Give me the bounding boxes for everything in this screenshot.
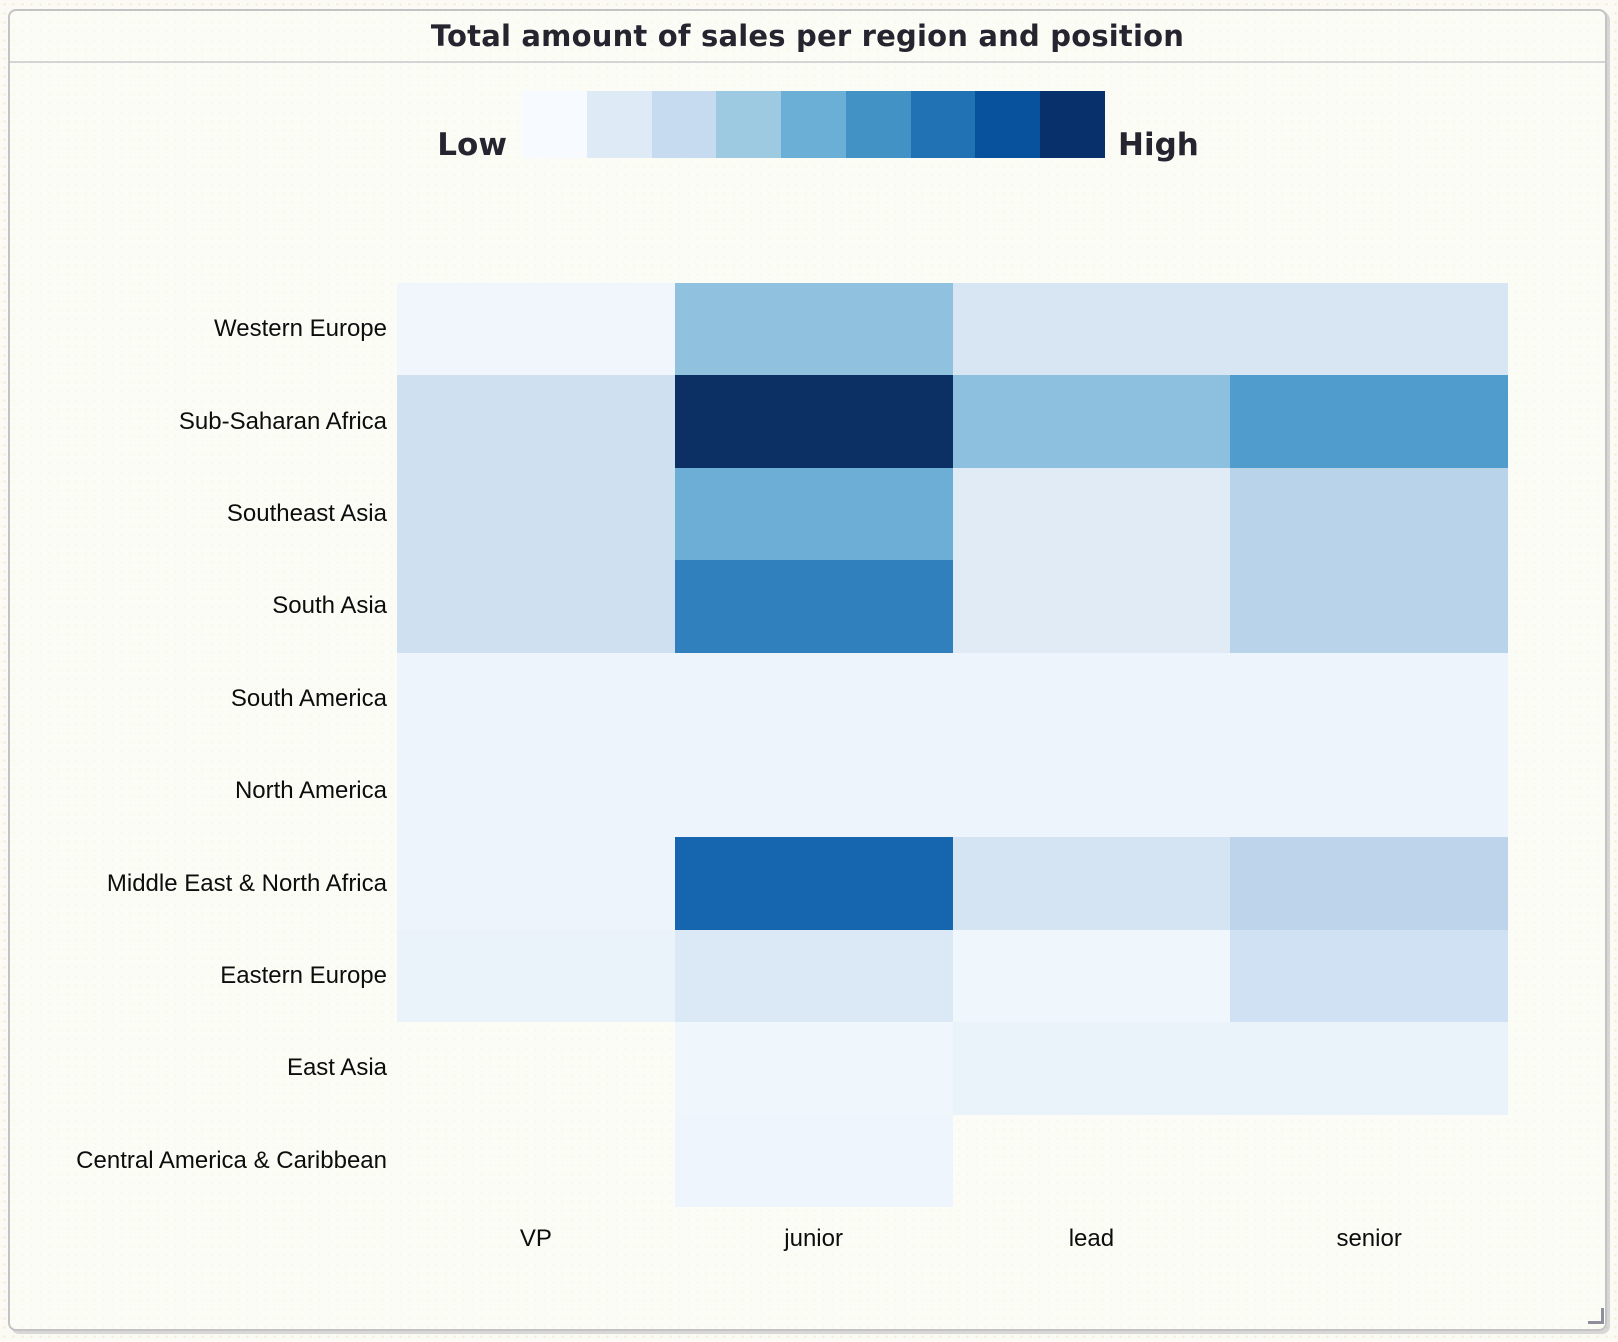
heatmap-grid (397, 283, 1508, 1207)
heatmap-cell[interactable] (674, 745, 953, 838)
heatmap-cell[interactable] (397, 745, 675, 838)
heatmap-cell[interactable] (1230, 652, 1508, 745)
heatmap-cell[interactable] (674, 929, 953, 1023)
heatmap-cell[interactable] (952, 745, 1231, 838)
legend-swatch (845, 91, 911, 158)
legend-swatch (586, 91, 652, 158)
heatmap-cell[interactable] (397, 560, 675, 653)
y-axis-label: Southeast Asia (226, 500, 387, 528)
legend-low-label: Low (437, 127, 507, 163)
y-axis-label: Central America & Caribbean (76, 1146, 387, 1174)
heatmap-cell[interactable] (952, 283, 1231, 376)
heatmap-cell[interactable] (952, 1022, 1231, 1115)
heatmap-cell[interactable] (1230, 560, 1508, 653)
legend-high-label: High (1118, 127, 1199, 163)
heatmap-cell (397, 1115, 675, 1207)
legend-swatch (975, 91, 1041, 158)
heatmap-cell[interactable] (1230, 467, 1508, 561)
heatmap-cell[interactable] (952, 652, 1231, 745)
heatmap-cell (397, 1022, 675, 1114)
legend-swatch (910, 91, 976, 158)
heatmap-cell[interactable] (674, 560, 953, 653)
heatmap-cell[interactable] (952, 467, 1231, 561)
y-axis-label: South Asia (272, 592, 387, 620)
heatmap-cell[interactable] (674, 375, 953, 468)
heatmap-cell[interactable] (674, 1114, 953, 1207)
y-axis-labels: Western Europe Sub-Saharan Africa Southeas… (10, 283, 387, 1207)
legend-swatch (716, 91, 782, 158)
heatmap-cell[interactable] (952, 375, 1231, 468)
y-axis-label: Eastern Europe (220, 962, 387, 990)
resize-handle[interactable] (1588, 1308, 1604, 1324)
heatmap-cell[interactable] (397, 467, 675, 561)
heatmap-cell[interactable] (397, 375, 675, 468)
heatmap-cell[interactable] (674, 283, 953, 376)
y-axis-label: East Asia (286, 1054, 387, 1082)
x-axis-label: lead (1068, 1225, 1115, 1252)
y-axis-label: South America (230, 684, 387, 712)
x-axis-label: senior (1336, 1225, 1402, 1252)
heatmap-cell[interactable] (1230, 929, 1508, 1023)
heatmap-cell[interactable] (952, 837, 1231, 930)
heatmap-cell[interactable] (1230, 745, 1508, 838)
heatmap-cell[interactable] (674, 837, 953, 930)
legend-swatch (1040, 91, 1106, 158)
x-axis-label: VP (519, 1225, 552, 1252)
heatmap-cell (1230, 1115, 1508, 1207)
y-axis-label: Western Europe (214, 315, 387, 343)
legend-swatch (522, 91, 587, 158)
heatmap-cell[interactable] (1230, 837, 1508, 930)
legend-swatch (651, 91, 717, 158)
heatmap-cell[interactable] (1230, 1022, 1508, 1115)
heatmap-cell[interactable] (674, 1022, 953, 1115)
heatmap-cell[interactable] (397, 837, 675, 930)
heatmap-cell[interactable] (397, 929, 675, 1023)
legend-swatch (781, 91, 846, 158)
x-axis-labels: VP junior lead senior (397, 1219, 1508, 1259)
heatmap-cell[interactable] (952, 929, 1231, 1023)
heatmap-cell[interactable] (674, 467, 953, 561)
y-axis-label: Middle East & North Africa (106, 869, 387, 897)
heatmap-cell[interactable] (674, 652, 953, 745)
heatmap-cell[interactable] (1230, 283, 1508, 376)
heatmap-cell[interactable] (397, 283, 675, 376)
heatmap-cell[interactable] (952, 560, 1231, 653)
legend-color-strip (522, 91, 1106, 158)
chart-title-bar: Total amount of sales per region and pos… (10, 11, 1605, 63)
y-axis-label: Sub-Saharan Africa (178, 407, 387, 435)
heatmap-cell[interactable] (1230, 375, 1508, 468)
y-axis-label: North America (234, 777, 387, 805)
x-axis-label: junior (784, 1225, 843, 1252)
heatmap-cell (953, 1115, 1231, 1207)
chart-title: Total amount of sales per region and pos… (430, 19, 1185, 53)
chart-card: Total amount of sales per region and pos… (8, 9, 1607, 1331)
heatmap-cell[interactable] (397, 652, 675, 745)
